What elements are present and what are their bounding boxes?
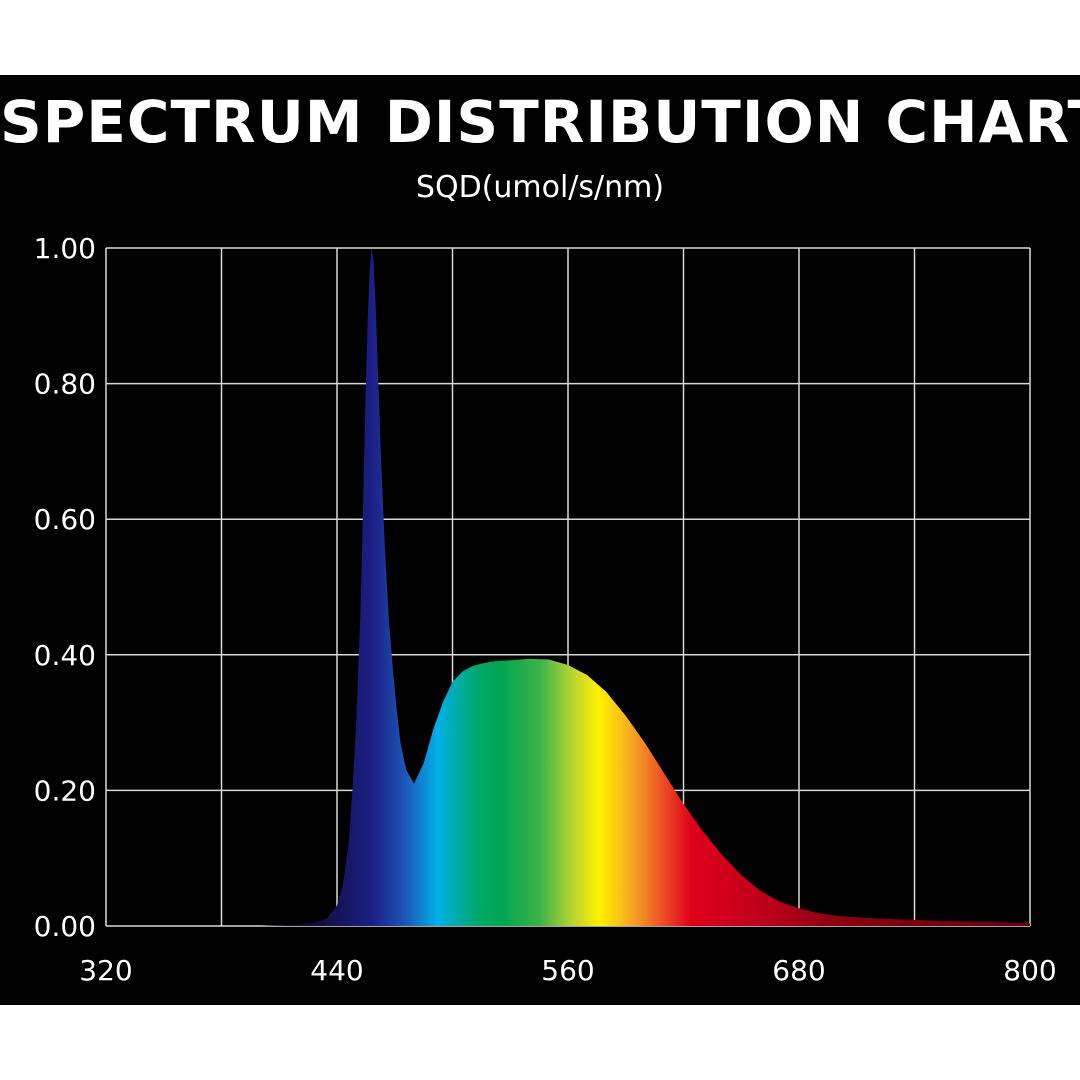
tick-labels: 0.00 0.20 0.40 0.60 0.80 1.00 320 440 560 680 800 (34, 232, 1057, 987)
x-tick-label: 560 (541, 954, 594, 987)
spectrum-area (106, 248, 1030, 926)
y-tick-label: 0.00 (34, 910, 96, 943)
x-tick-label: 800 (1003, 954, 1056, 987)
chart-title: SPECTRUM DISTRIBUTION CHART (0, 88, 1080, 156)
y-tick-label: 0.80 (34, 368, 96, 401)
y-tick-label: 0.40 (34, 639, 96, 672)
chart-subtitle: SQD(umol/s/nm) (415, 170, 665, 205)
y-tick-label: 0.60 (34, 503, 96, 536)
x-tick-label: 320 (79, 954, 132, 987)
y-tick-label: 0.20 (34, 774, 96, 807)
y-tick-label: 1.00 (34, 232, 96, 265)
x-tick-label: 680 (772, 954, 825, 987)
x-tick-label: 440 (310, 954, 363, 987)
spectrum-area-layer (106, 248, 1030, 926)
